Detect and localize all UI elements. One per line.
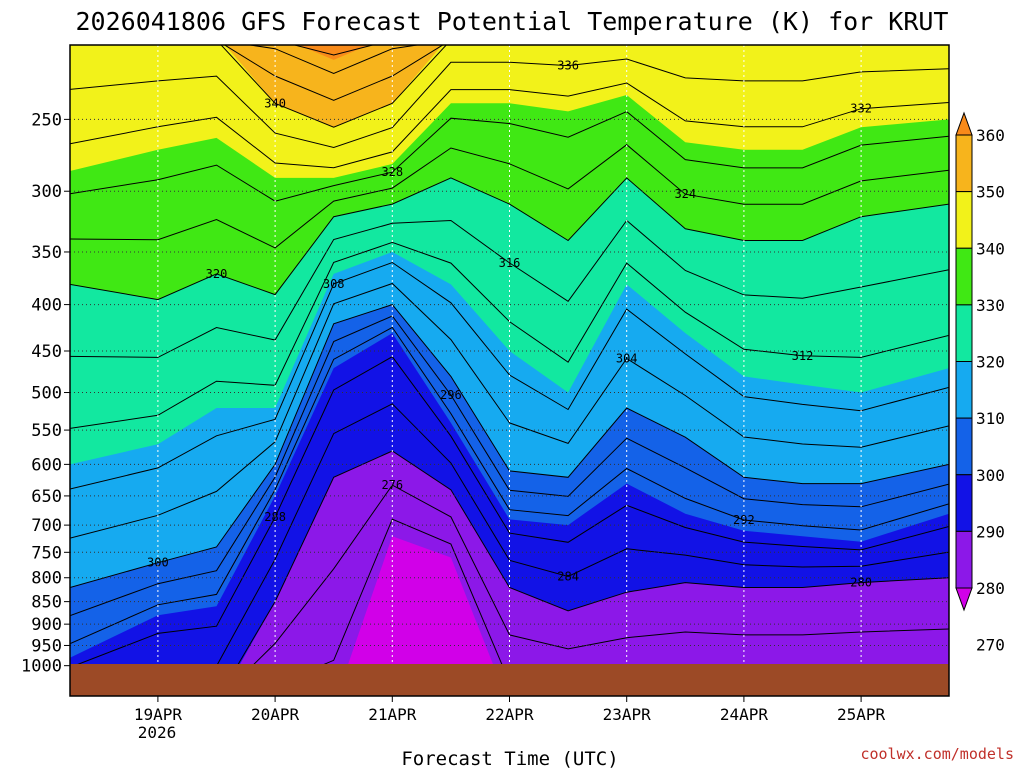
colorbar-tick-label: 330 <box>976 296 1005 315</box>
contour-label: 332 <box>850 102 872 116</box>
x-axis: 19APR 20APR 21APR 22APR 23APR 24APR 25APR <box>134 696 886 724</box>
colorbar-segment <box>955 587 973 612</box>
colorbar-segment <box>955 247 973 306</box>
contour-316K <box>70 219 949 358</box>
plot-area: 340 336 332 328 324 320 316 312 308 304 300 296 292 2… <box>70 45 949 696</box>
contour-288K <box>70 356 949 668</box>
x-axis-year-label: 2026 <box>138 723 177 742</box>
y-tick-label: 500 <box>31 384 62 404</box>
y-tick-label: 800 <box>31 569 62 589</box>
contour-332K <box>70 82 949 169</box>
colorbar-segment <box>955 304 973 362</box>
x-tick-label: 20APR <box>251 705 300 724</box>
colorbar-segment <box>955 361 973 419</box>
contour-label: 336 <box>557 59 579 73</box>
contour-label: 304 <box>616 352 638 366</box>
contour-label: 288 <box>264 510 286 524</box>
colorbar-tick-label: 300 <box>976 466 1005 485</box>
contour-344K <box>223 45 444 101</box>
contour-label: 280 <box>850 576 872 590</box>
colorbar-segment <box>955 191 973 249</box>
colorbar-segment <box>955 530 973 589</box>
colorbar-segment <box>955 111 973 136</box>
grid-lines <box>70 45 949 696</box>
contour-labels: 340 336 332 328 324 320 316 312 308 304 300 296 292 2… <box>147 59 872 590</box>
x-tick-label: 23APR <box>603 705 652 724</box>
x-tick-label: 21APR <box>368 705 417 724</box>
colorbar-tick-label: 270 <box>976 636 1005 655</box>
y-tick-label: 1000 <box>21 657 62 677</box>
contour-label: 340 <box>264 96 286 110</box>
contour-304K <box>70 282 949 539</box>
contour-label: 320 <box>206 267 228 281</box>
contour-label: 300 <box>147 556 169 570</box>
y-tick-label: 250 <box>31 110 62 130</box>
contour-label: 328 <box>381 165 403 179</box>
contour-320K <box>70 177 949 301</box>
colorbar-tick-label: 280 <box>976 579 1005 598</box>
x-tick-label: 19APR <box>134 705 183 724</box>
y-tick-label: 550 <box>31 421 62 441</box>
colorbar-segment <box>955 134 973 193</box>
contour-label: 292 <box>733 513 755 527</box>
y-axis: 2503003504004505005506006507007508008509… <box>21 110 70 677</box>
y-tick-label: 350 <box>31 243 62 263</box>
y-tick-label: 750 <box>31 543 62 563</box>
x-axis-label: Forecast Time (UTC) <box>401 748 618 768</box>
contour-336K <box>70 58 949 149</box>
contour-324K <box>70 144 949 249</box>
contour-label: 316 <box>499 256 521 270</box>
y-tick-label: 950 <box>31 636 62 656</box>
colorbar-tick-label: 290 <box>976 522 1005 541</box>
x-tick-label: 22APR <box>485 705 534 724</box>
band-340K <box>225 45 443 128</box>
x-tick-label: 24APR <box>720 705 769 724</box>
y-tick-label: 650 <box>31 487 62 507</box>
contour-328K <box>70 111 949 202</box>
colorbar-tick-label: 350 <box>976 183 1005 202</box>
y-tick-label: 900 <box>31 615 62 635</box>
colorbar-tick-label: 320 <box>976 353 1005 372</box>
contour-label: 296 <box>440 388 462 402</box>
chart-title: 2026041806 GFS Forecast Potential Temper… <box>76 7 949 36</box>
colorbar-segment <box>955 417 973 476</box>
contour-label: 308 <box>323 277 345 291</box>
y-tick-label: 700 <box>31 516 62 536</box>
band-350K <box>298 45 369 60</box>
isentrope-bands <box>70 45 949 696</box>
x-tick-label: 25APR <box>837 705 886 724</box>
y-tick-label: 850 <box>31 593 62 613</box>
credit-text: coolwx.com/models <box>860 745 1014 763</box>
colorbar-tick-label: 340 <box>976 239 1005 258</box>
contour-340K <box>220 45 447 128</box>
contour-label: 312 <box>792 349 814 363</box>
y-tick-label: 600 <box>31 455 62 475</box>
colorbar-segment <box>955 474 973 532</box>
contour-label: 284 <box>557 570 579 584</box>
colorbar-tick-label: 310 <box>976 409 1005 428</box>
y-tick-label: 300 <box>31 182 62 202</box>
colorbar-tick-label: 360 <box>976 126 1005 145</box>
terrain-surface <box>70 664 949 696</box>
contour-label: 324 <box>674 187 696 201</box>
y-tick-label: 450 <box>31 342 62 362</box>
colorbar: 360 350 340 330 320 310 300 290 280 270 <box>955 111 1005 655</box>
contour-292K <box>70 326 949 645</box>
contour-label: 276 <box>381 478 403 492</box>
y-tick-label: 400 <box>31 296 62 316</box>
